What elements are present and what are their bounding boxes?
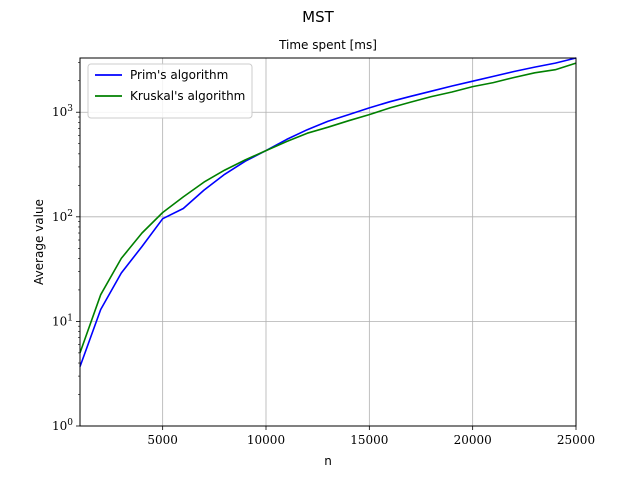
y-tick-label: 103 xyxy=(52,104,73,119)
legend: Prim's algorithm Kruskal's algorithm xyxy=(87,63,253,119)
x-axis-label: n xyxy=(324,454,332,468)
x-axis-ticks: 5000 10000 15000 20000 25000 xyxy=(147,426,595,447)
plot-lines xyxy=(79,57,577,367)
x-tick-label: 15000 xyxy=(350,433,388,447)
x-tick-label: 25000 xyxy=(557,433,595,447)
plot-area-frame xyxy=(79,57,577,427)
y-axis-label: Average value xyxy=(32,199,46,285)
figure-suptitle: MST xyxy=(302,8,334,26)
x-tick-label: 20000 xyxy=(454,433,492,447)
y-axis-ticks: 100 101 102 103 xyxy=(52,62,80,433)
chart-title: Time spent [ms] xyxy=(278,38,377,52)
series-line-0 xyxy=(79,57,577,367)
y-tick-label: 101 xyxy=(52,313,73,328)
y-tick-label: 102 xyxy=(52,209,73,224)
legend-entry: Kruskal's algorithm xyxy=(130,89,245,103)
legend-box xyxy=(87,63,253,119)
x-tick-label: 10000 xyxy=(247,433,285,447)
y-tick-label: 100 xyxy=(52,418,73,433)
legend-entry: Prim's algorithm xyxy=(130,68,228,82)
series-line-1 xyxy=(79,62,577,354)
x-tick-label: 5000 xyxy=(147,433,178,447)
